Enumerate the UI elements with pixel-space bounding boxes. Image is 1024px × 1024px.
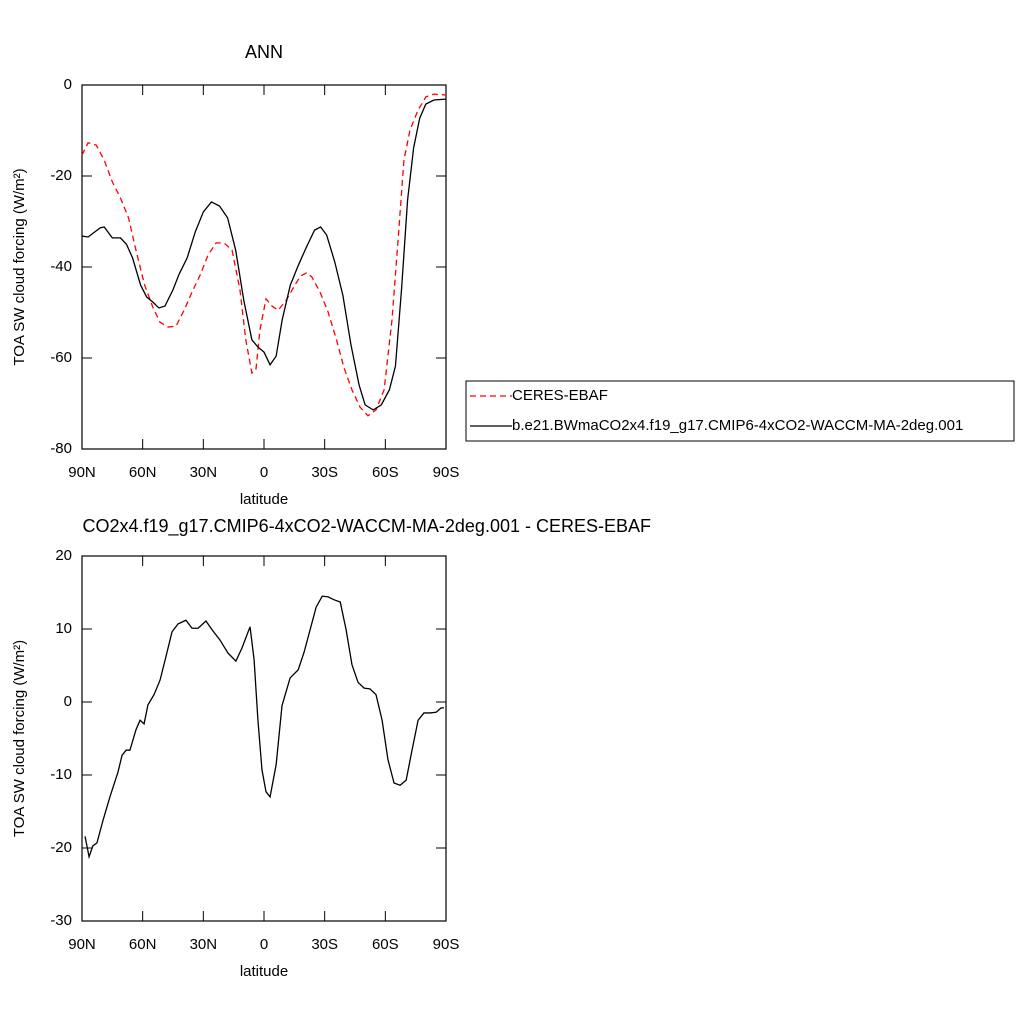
data-line <box>81 98 447 411</box>
chart-title: CO2x4.f19_g17.CMIP6-4xCO2-WACCM-MA-2deg.… <box>82 516 651 537</box>
x-axis-label: latitude <box>240 963 288 980</box>
data-line <box>81 93 447 417</box>
y-tick-label: 20 <box>55 547 72 564</box>
y-tick-label: 0 <box>64 693 72 710</box>
x-tick-label: 90S <box>433 464 460 481</box>
legend-label: CERES-EBAF <box>512 387 608 404</box>
x-tick-label: 90N <box>68 464 96 481</box>
y-tick-label: 0 <box>64 76 72 93</box>
x-tick-label: 30S <box>311 936 338 953</box>
chart-title: ANN <box>245 42 283 62</box>
x-tick-label: 30S <box>311 464 338 481</box>
legend-box <box>465 380 1015 442</box>
x-axis-label: latitude <box>240 491 288 508</box>
x-tick-label: 90S <box>433 936 460 953</box>
data-line <box>84 595 444 860</box>
y-axis-label: TOA SW cloud forcing (W/m²) <box>11 168 28 365</box>
x-tick-label: 30N <box>190 936 218 953</box>
y-tick-label: -80 <box>50 440 72 457</box>
y-tick-label: -30 <box>50 912 72 929</box>
x-tick-label: 90N <box>68 936 96 953</box>
plot-frame <box>81 555 447 922</box>
legend-label: b.e21.BWmaCO2x4.f19_g17.CMIP6-4xCO2-WACC… <box>512 417 963 434</box>
plot-frame <box>81 84 447 450</box>
x-tick-label: 0 <box>260 936 268 953</box>
x-tick-label: 60N <box>129 464 157 481</box>
y-tick-label: 10 <box>55 620 72 637</box>
x-tick-label: 60S <box>372 464 399 481</box>
y-tick-label: -10 <box>50 766 72 783</box>
y-tick-label: -40 <box>50 258 72 275</box>
y-tick-label: -20 <box>50 839 72 856</box>
y-axis-label: TOA SW cloud forcing (W/m²) <box>11 640 28 837</box>
y-tick-label: -60 <box>50 349 72 366</box>
x-tick-label: 0 <box>260 464 268 481</box>
x-tick-label: 30N <box>190 464 218 481</box>
y-tick-label: -20 <box>50 167 72 184</box>
x-tick-label: 60N <box>129 936 157 953</box>
x-tick-label: 60S <box>372 936 399 953</box>
